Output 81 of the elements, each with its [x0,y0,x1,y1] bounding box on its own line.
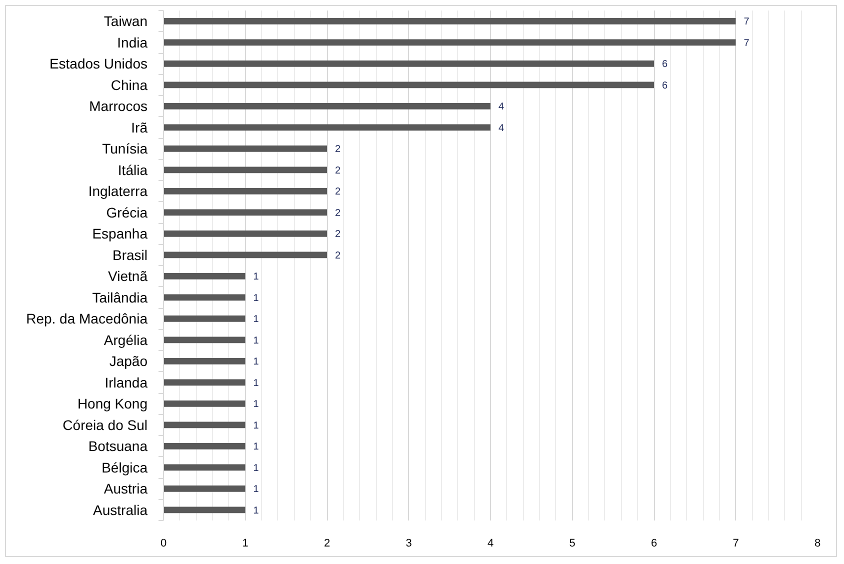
bar [164,145,327,152]
y-tick-label: India [117,34,148,50]
bar [164,102,490,110]
data-label: 2 [335,186,341,198]
data-label: 2 [335,165,341,176]
y-tick-label: Marrocos [89,98,148,114]
y-tick-label: Japão [109,353,148,370]
bar [164,209,327,216]
bar [164,464,246,471]
y-tick-label: Itália [118,162,148,178]
data-label: 1 [253,462,260,474]
data-label: 6 [662,59,668,70]
y-tick-label: China [110,76,148,93]
bar [164,379,246,386]
data-label: 1 [253,420,260,432]
bar [164,124,490,131]
y-tick-label: Bélgica [102,459,148,476]
bar [164,60,654,67]
bar [164,400,246,407]
data-label: 1 [253,399,260,410]
bar [164,166,327,174]
bar [164,272,246,280]
bar [164,506,246,514]
data-label: 6 [662,80,668,92]
y-tick-label: Grécia [106,204,148,220]
data-label: 1 [253,314,260,326]
data-label: 2 [335,250,341,262]
bar [164,188,327,194]
x-tick-label: 6 [650,538,658,550]
x-tick-label: 3 [406,538,412,550]
bar [164,485,246,492]
data-label: 1 [253,378,260,389]
bar [164,230,327,237]
data-label: 1 [253,484,260,496]
y-tick-label: Tunísia [102,140,148,157]
data-label: 7 [744,16,750,28]
x-tick-label: 7 [732,538,739,550]
y-tick-label: Irã [131,119,148,136]
data-label: 1 [253,505,260,516]
bar [164,358,246,364]
bar [164,39,736,46]
y-tick-label: Estados Unidos [49,56,148,72]
y-tick-label: Argélia [104,332,148,348]
x-tick-label: 0 [160,538,167,550]
data-label: 2 [335,144,341,156]
data-label: 1 [253,442,260,453]
y-tick-label: Botsuana [88,438,148,454]
x-tick-label: 5 [569,538,576,550]
y-tick-label: Australia [93,502,148,518]
y-tick-label: Córeia do Sul [62,416,148,433]
bar [164,82,654,88]
bar [164,422,246,428]
data-label: 2 [335,229,341,240]
x-tick-label: 1 [242,538,248,550]
y-tick-label: Espanha [92,226,148,242]
x-tick-label: 8 [814,538,821,550]
y-tick-label: Rep. da Macedônia [26,310,148,327]
bar [164,18,736,24]
data-label: 4 [498,122,504,134]
y-tick-label: Hong Kong [77,396,148,412]
bar [164,336,246,344]
data-label: 2 [335,208,341,219]
data-label: 1 [253,335,260,346]
data-label: 4 [498,102,504,113]
x-tick-label: 4 [487,538,494,550]
y-tick-label: Brasil [112,246,148,263]
y-tick-label: Tailândia [92,289,148,306]
y-tick-label: Vietnã [108,268,148,284]
data-label: 1 [253,272,260,283]
bar [164,315,246,322]
data-label: 1 [253,356,260,368]
y-tick-label: Austria [104,480,148,497]
x-tick-label: 2 [324,538,330,550]
bar [164,252,327,258]
bar [164,294,246,301]
bar [164,442,246,450]
data-label: 7 [744,38,750,49]
y-tick-label: Taiwan [104,13,148,30]
data-label: 1 [253,292,260,304]
y-tick-label: Irlanda [104,374,148,390]
y-tick-label: Inglaterra [88,183,148,200]
